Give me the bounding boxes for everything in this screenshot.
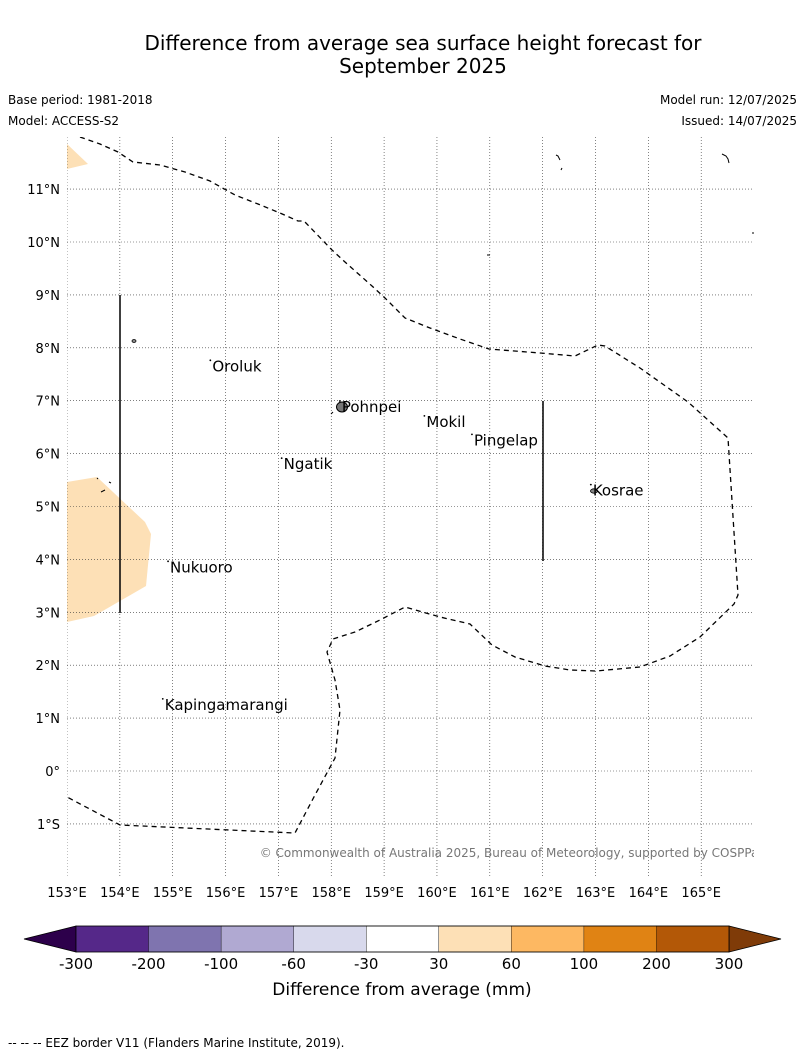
latitude-label: 3°N: [36, 606, 61, 621]
longitude-label: 161°E: [470, 886, 510, 901]
kosrae-island: [590, 488, 598, 494]
latitude-label: 2°N: [36, 659, 61, 674]
latitude-label: 6°N: [36, 448, 61, 463]
model-name: Model: ACCESS-S2: [8, 114, 120, 128]
colorbar-tick-label: -60: [281, 955, 306, 973]
place-marker: [589, 483, 592, 486]
latitude-label: 1°N: [36, 712, 61, 727]
latitude-label: 9°N: [36, 289, 61, 304]
colorbar-tick-label: 300: [715, 955, 744, 973]
place-marker: [423, 414, 426, 417]
colorbar-extend-low: [23, 925, 77, 953]
longitude-label: 159°E: [364, 886, 404, 901]
map-canvas: Oroluk Pohnpei Mokil Pingelap Ngatik Kosrae Nu…: [23, 137, 782, 1000]
pohnpei-island: [336, 401, 348, 413]
latitude-label: 8°N: [36, 342, 61, 357]
map-title: Difference from average sea surface heig…: [0, 32, 804, 78]
colorbar-tick-label: -100: [204, 955, 238, 973]
longitude-label: 158°E: [311, 886, 351, 901]
colorbar-segment: [656, 925, 730, 953]
title-line-1: Difference from average sea surface heig…: [144, 31, 702, 55]
issued-date: Issued: 14/07/2025: [681, 114, 797, 128]
colorbar-tick-label: 100: [570, 955, 599, 973]
latitude-label: 5°N: [36, 501, 61, 516]
model-run: Model run: 12/07/2025: [659, 93, 797, 107]
longitude-label: 155°E: [153, 886, 193, 901]
colorbar: -300 -200 -100 -60 -30 30 60 100 200 300 Differen…: [23, 925, 782, 1000]
colorbar-segment: [438, 925, 512, 953]
place-label: Kapingamarangi: [165, 696, 288, 714]
colorbar-extend-high: [728, 925, 782, 953]
place-label: Pingelap: [474, 431, 538, 449]
longitude-label: 164°E: [629, 886, 669, 901]
latitude-label: 1°S: [37, 818, 60, 833]
longitude-label: 165°E: [681, 886, 721, 901]
colorbar-tick-label: -300: [59, 955, 93, 973]
colorbar-segments: [76, 925, 730, 953]
colorbar-tick-label: 60: [502, 955, 521, 973]
place-label: Pohnpei: [342, 398, 402, 416]
colorbar-segment: [148, 925, 222, 953]
eez-footnote: -- -- -- EEZ border V11 (Flanders Marine…: [8, 1036, 345, 1050]
longitude-label: 163°E: [576, 886, 616, 901]
place-marker: [167, 560, 169, 563]
colorbar-segment: [76, 926, 149, 952]
place-label: Mokil: [426, 413, 465, 431]
colorbar-outline: [75, 925, 730, 953]
anomaly-patch-north: [67, 144, 88, 169]
colorbar-segment: [583, 925, 657, 953]
anomaly-patch-west: [67, 477, 151, 622]
longitude-label: 157°E: [259, 886, 299, 901]
gridlines: [67, 137, 754, 877]
place-marker: [471, 433, 473, 436]
latitude-label: 7°N: [36, 395, 61, 410]
longitude-label: 153°E: [47, 886, 87, 901]
longitude-label: 156°E: [206, 886, 246, 901]
longitude-labels: 153°E 154°E 155°E 156°E 157°E 158°E 159°E 160°E…: [47, 886, 721, 901]
title-line-2: September 2025: [339, 54, 507, 78]
place-label: Kosrae: [593, 482, 644, 500]
colorbar-segment: [511, 925, 585, 953]
colorbar-tick-label: -200: [132, 955, 166, 973]
colorbar-tick-label: 200: [642, 955, 671, 973]
latitude-label: 0°: [45, 765, 60, 780]
small-island-west: [131, 339, 137, 343]
copyright-text: © Commonwealth of Australia 2025, Bureau…: [260, 846, 765, 860]
latitude-label: 11°N: [27, 183, 60, 198]
latitude-label: 4°N: [36, 553, 61, 568]
longitude-label: 154°E: [100, 886, 140, 901]
atoll-marks: [96, 153, 754, 493]
latitude-label: 10°N: [27, 236, 60, 251]
base-period: Base period: 1981-2018: [8, 93, 153, 107]
colorbar-segment: [220, 925, 295, 953]
colorbar-tick-labels: -300 -200 -100 -60 -30 30 60 100 200 300: [59, 955, 743, 973]
map-plot-area: Oroluk Pohnpei Mokil Pingelap Ngatik Kosrae Nu…: [67, 137, 765, 877]
eez-border: [67, 137, 739, 834]
longitude-label: 160°E: [417, 886, 457, 901]
place-marker: [338, 400, 341, 402]
place-marker: [161, 697, 164, 700]
colorbar-segment: [293, 925, 367, 953]
place-label: Nukuoro: [170, 558, 233, 576]
place-label: Ngatik: [284, 455, 333, 473]
place-label: Oroluk: [212, 357, 261, 375]
place-marker: [209, 359, 212, 362]
place-labels: Oroluk Pohnpei Mokil Pingelap Ngatik Kosrae Nu…: [161, 357, 644, 714]
colorbar-tick-label: -30: [354, 955, 379, 973]
colorbar-tick-label: 30: [429, 955, 448, 973]
place-marker: [280, 457, 283, 460]
colorbar-label: Difference from average (mm): [272, 980, 531, 1000]
longitude-label: 162°E: [523, 886, 563, 901]
colorbar-segment: [366, 925, 440, 953]
latitude-labels: 11°N 10°N 9°N 8°N 7°N 6°N 5°N 4°N 3°N 2°N 1°N 0° 1°S: [27, 183, 60, 833]
